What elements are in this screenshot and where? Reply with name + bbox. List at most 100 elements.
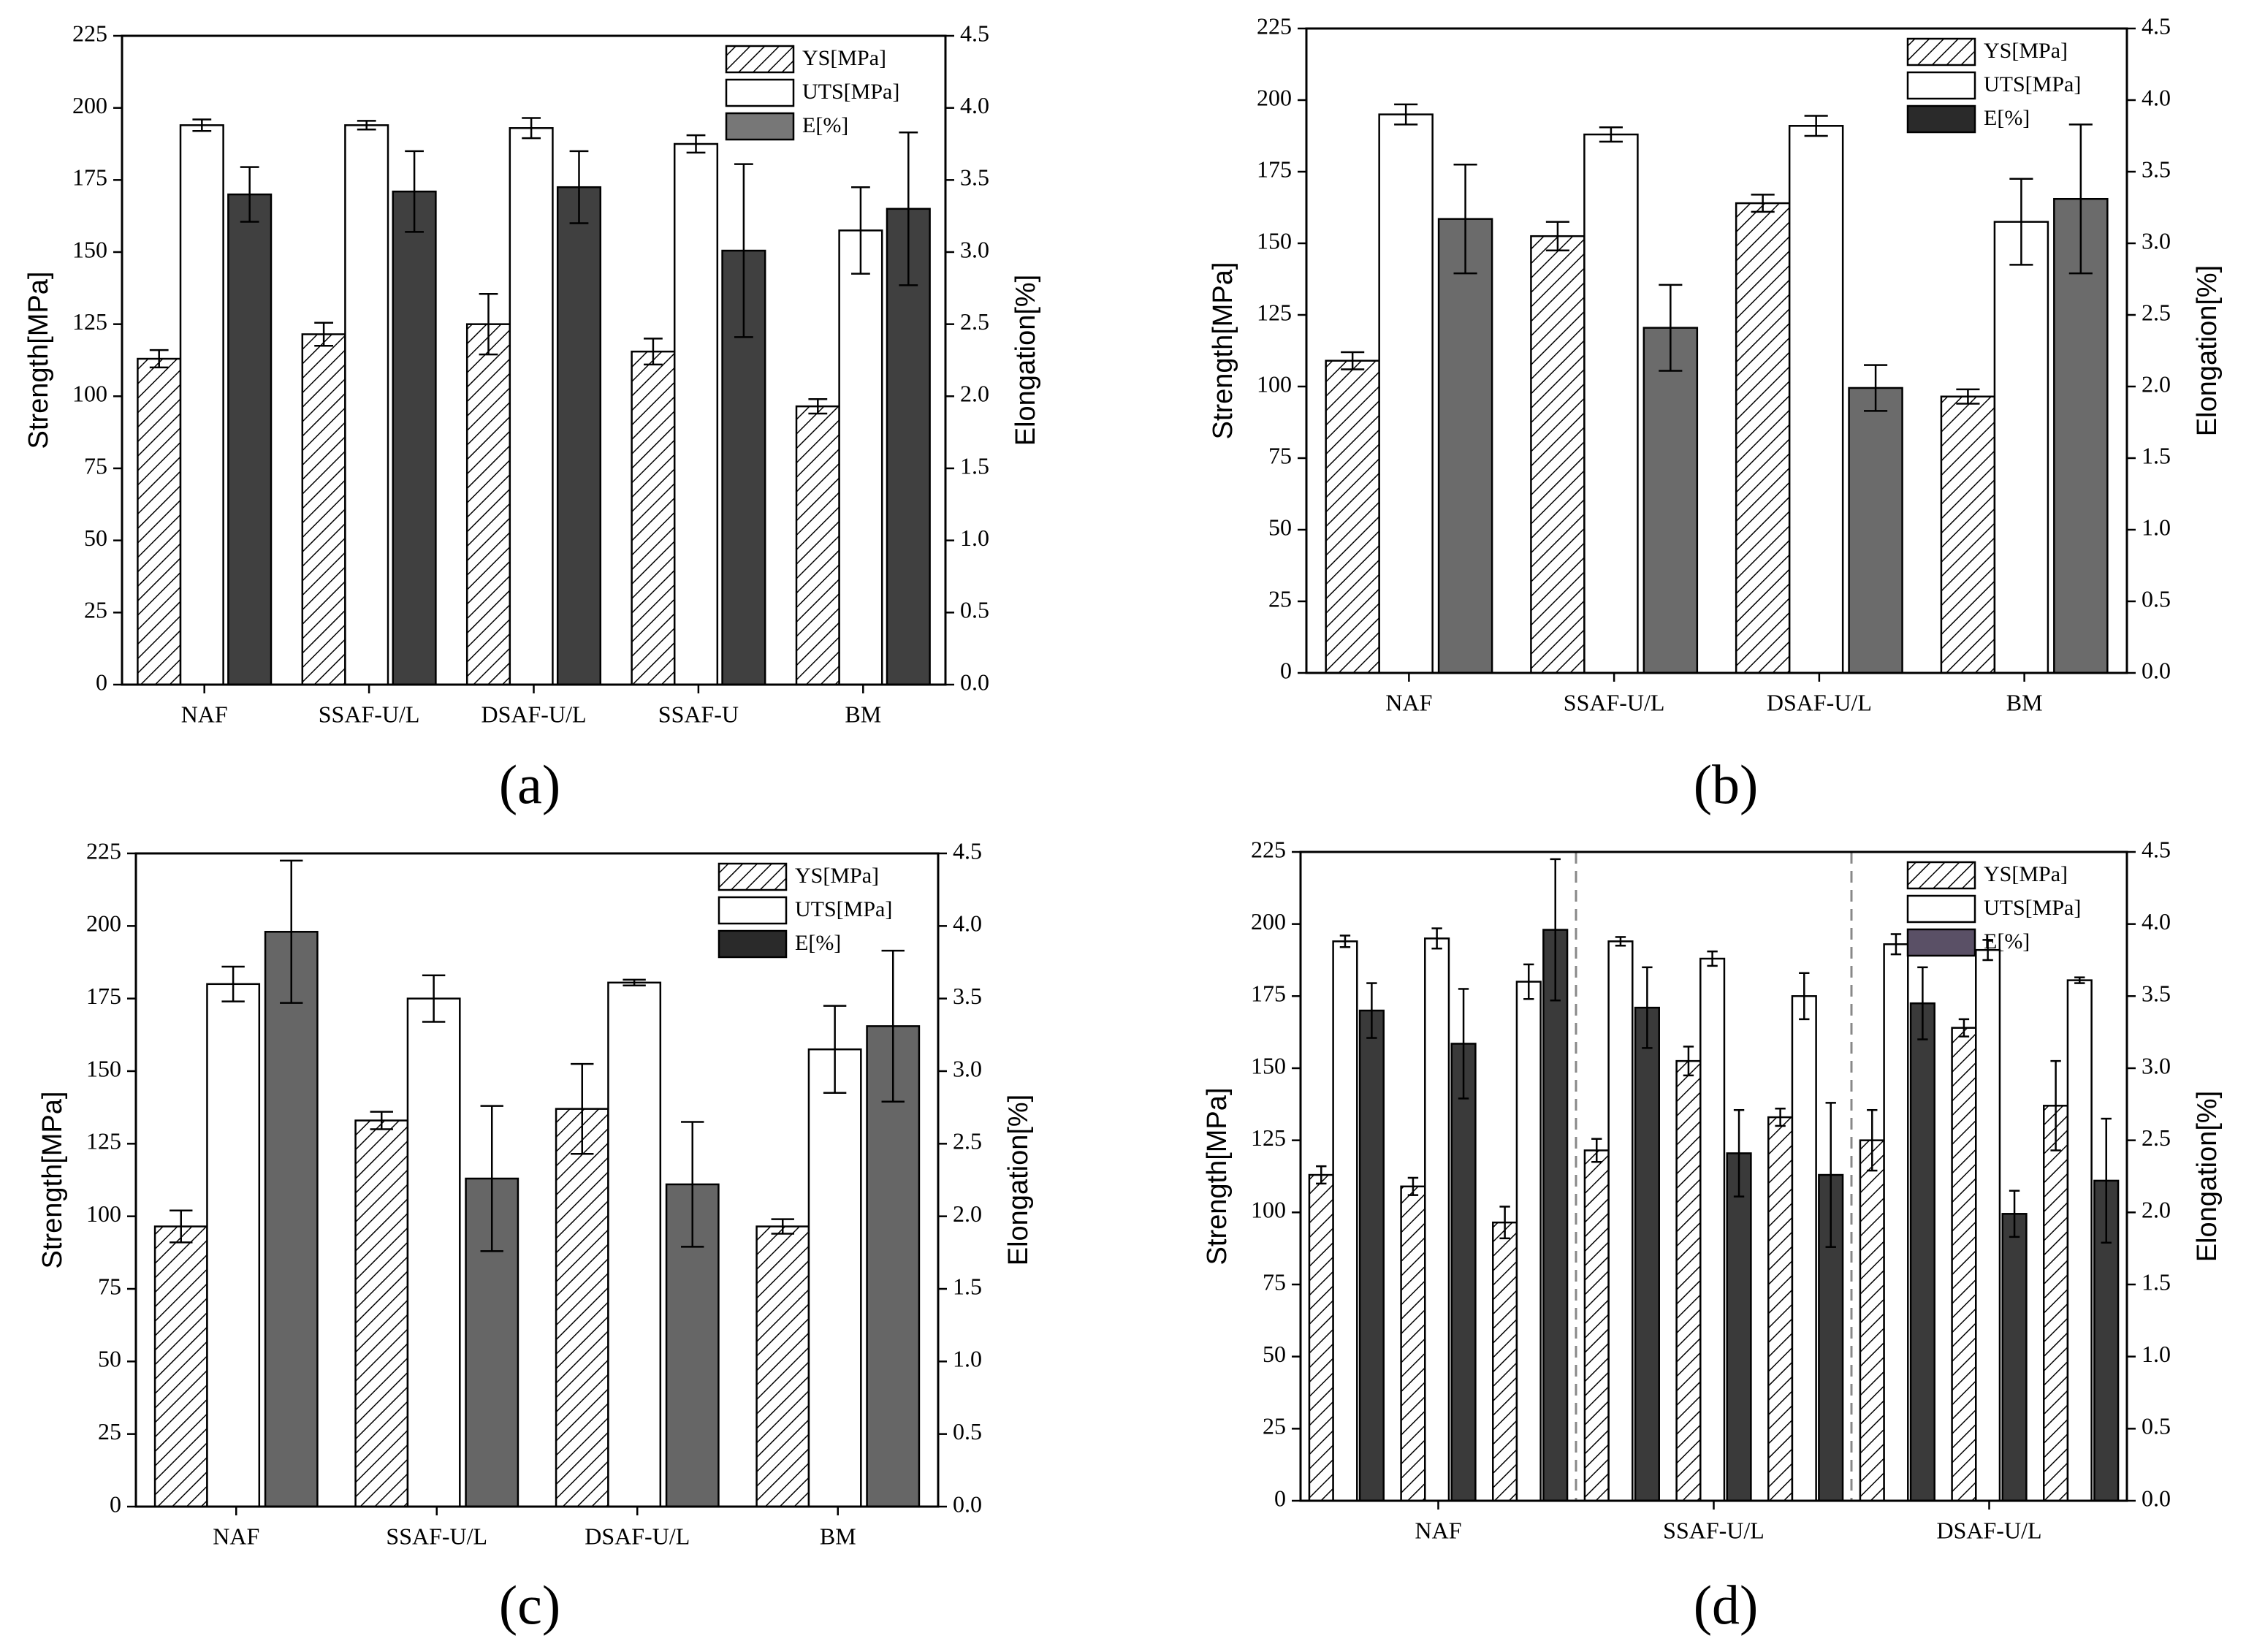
error-bar	[1615, 936, 1626, 947]
y2-tick-label: 2.5	[2142, 1124, 2171, 1151]
y-tick-label: 25	[98, 1418, 121, 1444]
error-bar	[771, 1218, 794, 1235]
error-bar	[644, 338, 663, 366]
bar	[1437, 218, 1493, 674]
y2-tick-label: 0.0	[2142, 657, 2171, 683]
bar	[1940, 395, 1996, 674]
error-bar	[681, 1121, 704, 1248]
y-axis-title: Strength[MPa]	[23, 272, 54, 449]
error-bar	[479, 292, 498, 356]
y-tick-label: 50	[98, 1346, 121, 1372]
legend-swatch	[717, 862, 788, 891]
bar	[607, 981, 662, 1508]
bar	[1542, 929, 1569, 1502]
y2-tick-label: 3.5	[953, 983, 982, 1009]
legend-swatch	[717, 929, 788, 959]
error-bar	[1394, 103, 1418, 126]
error-bar	[1341, 351, 1365, 370]
error-bar	[314, 321, 334, 347]
bar	[1308, 1173, 1334, 1502]
x-tick-label: SSAF-U/L	[386, 1523, 487, 1549]
bar	[1735, 202, 1791, 674]
error-bar	[569, 150, 589, 224]
legend-swatch	[1906, 894, 1976, 924]
y-tick-label: 150	[86, 1055, 121, 1081]
y-tick-label: 25	[1268, 585, 1292, 612]
y-axis-title: Strength[MPa]	[37, 1092, 68, 1269]
bar	[153, 1225, 208, 1508]
y-tick-label: 100	[1251, 1197, 1286, 1223]
chart: 0 25 50 75 100 125 150 175 200 225 0.0 0.5 1.0 1.5 2.0…	[23, 20, 1041, 815]
x-tick-label: DSAF-U/L	[585, 1523, 690, 1549]
y-tick-label: 175	[1257, 156, 1292, 182]
y-tick-label: 150	[1251, 1052, 1286, 1078]
plot-frame	[1299, 850, 2128, 1502]
y2-tick-label: 1.5	[953, 1273, 982, 1299]
error-bar	[1523, 963, 1534, 1000]
error-bar	[1659, 283, 1683, 372]
error-bar	[686, 134, 706, 154]
plot-frame	[121, 34, 947, 686]
bar	[673, 142, 719, 686]
y2-tick-label: 4.5	[960, 20, 989, 46]
y-tick-label: 0	[96, 669, 107, 695]
error-bar	[221, 965, 245, 1002]
error-bar	[1453, 163, 1477, 275]
y2-tick-label: 0.5	[953, 1418, 982, 1444]
bar	[354, 1119, 409, 1508]
y2-tick-label: 3.0	[960, 236, 989, 262]
y-tick-label: 175	[86, 983, 121, 1009]
error-bar	[2009, 1189, 2020, 1238]
error-bar	[1316, 1165, 1327, 1185]
error-bar	[1707, 950, 1718, 967]
y-tick-label: 225	[1251, 836, 1286, 862]
y2-tick-label: 3.0	[953, 1055, 982, 1081]
y2-tick-label: 0.5	[960, 597, 989, 623]
y-tick-label: 100	[72, 381, 107, 407]
error-bar	[2101, 1117, 2112, 1244]
legend-swatch	[1906, 71, 1976, 100]
y2-tick-label: 2.5	[953, 1128, 982, 1154]
plot-frame	[134, 852, 940, 1508]
error-bar	[623, 978, 646, 987]
y2-tick-label: 0.5	[2142, 1413, 2171, 1439]
y2-tick-label: 0.0	[2142, 1485, 2171, 1511]
error-bar	[170, 1209, 193, 1244]
x-tick-label: NAF	[213, 1523, 259, 1549]
bar	[631, 350, 676, 686]
panel-label: (c)	[499, 1575, 560, 1636]
y2-tick-label: 2.0	[2142, 1197, 2171, 1223]
y-tick-label: 125	[86, 1128, 121, 1154]
bar	[1642, 327, 1699, 674]
error-bar	[370, 1111, 393, 1130]
error-bar	[280, 859, 303, 1004]
y2-tick-label: 0.0	[960, 669, 989, 695]
y-tick-label: 150	[72, 236, 107, 262]
legend-label: UTS[MPa]	[802, 80, 899, 104]
x-tick-label: NAF	[181, 701, 228, 727]
bar	[1634, 1006, 1660, 1502]
chart: 0 25 50 75 100 125 150 175 200 225 0.0 0.5 1.0 1.5 2.0…	[37, 837, 1034, 1636]
chart: 0 25 50 75 100 125 150 175 200 225 0.0 0.5 1.0 1.5 2.0…	[1202, 836, 2223, 1636]
y-tick-label: 200	[72, 92, 107, 118]
bar	[838, 229, 883, 686]
bar	[1530, 235, 1585, 674]
error-bar	[1545, 221, 1569, 252]
x-tick-label: SSAF-U	[658, 701, 739, 727]
legend-label: UTS[MPa]	[795, 897, 892, 921]
bar	[1424, 937, 1450, 1502]
y2-tick-label: 3.5	[960, 164, 989, 191]
error-bar	[808, 398, 828, 415]
bar	[1848, 387, 1903, 674]
bar	[1358, 1009, 1385, 1502]
y2-axis-title: Elongation[%]	[1003, 1095, 1034, 1266]
y2-tick-label: 1.0	[2142, 1341, 2171, 1367]
legend-swatch	[1906, 37, 1976, 66]
bar	[1325, 359, 1380, 674]
bar	[1699, 957, 1726, 1502]
bar	[1788, 125, 1844, 674]
x-tick-label: BM	[820, 1523, 856, 1549]
error-bar	[851, 186, 870, 275]
error-bar	[899, 131, 918, 286]
bar	[344, 124, 389, 686]
